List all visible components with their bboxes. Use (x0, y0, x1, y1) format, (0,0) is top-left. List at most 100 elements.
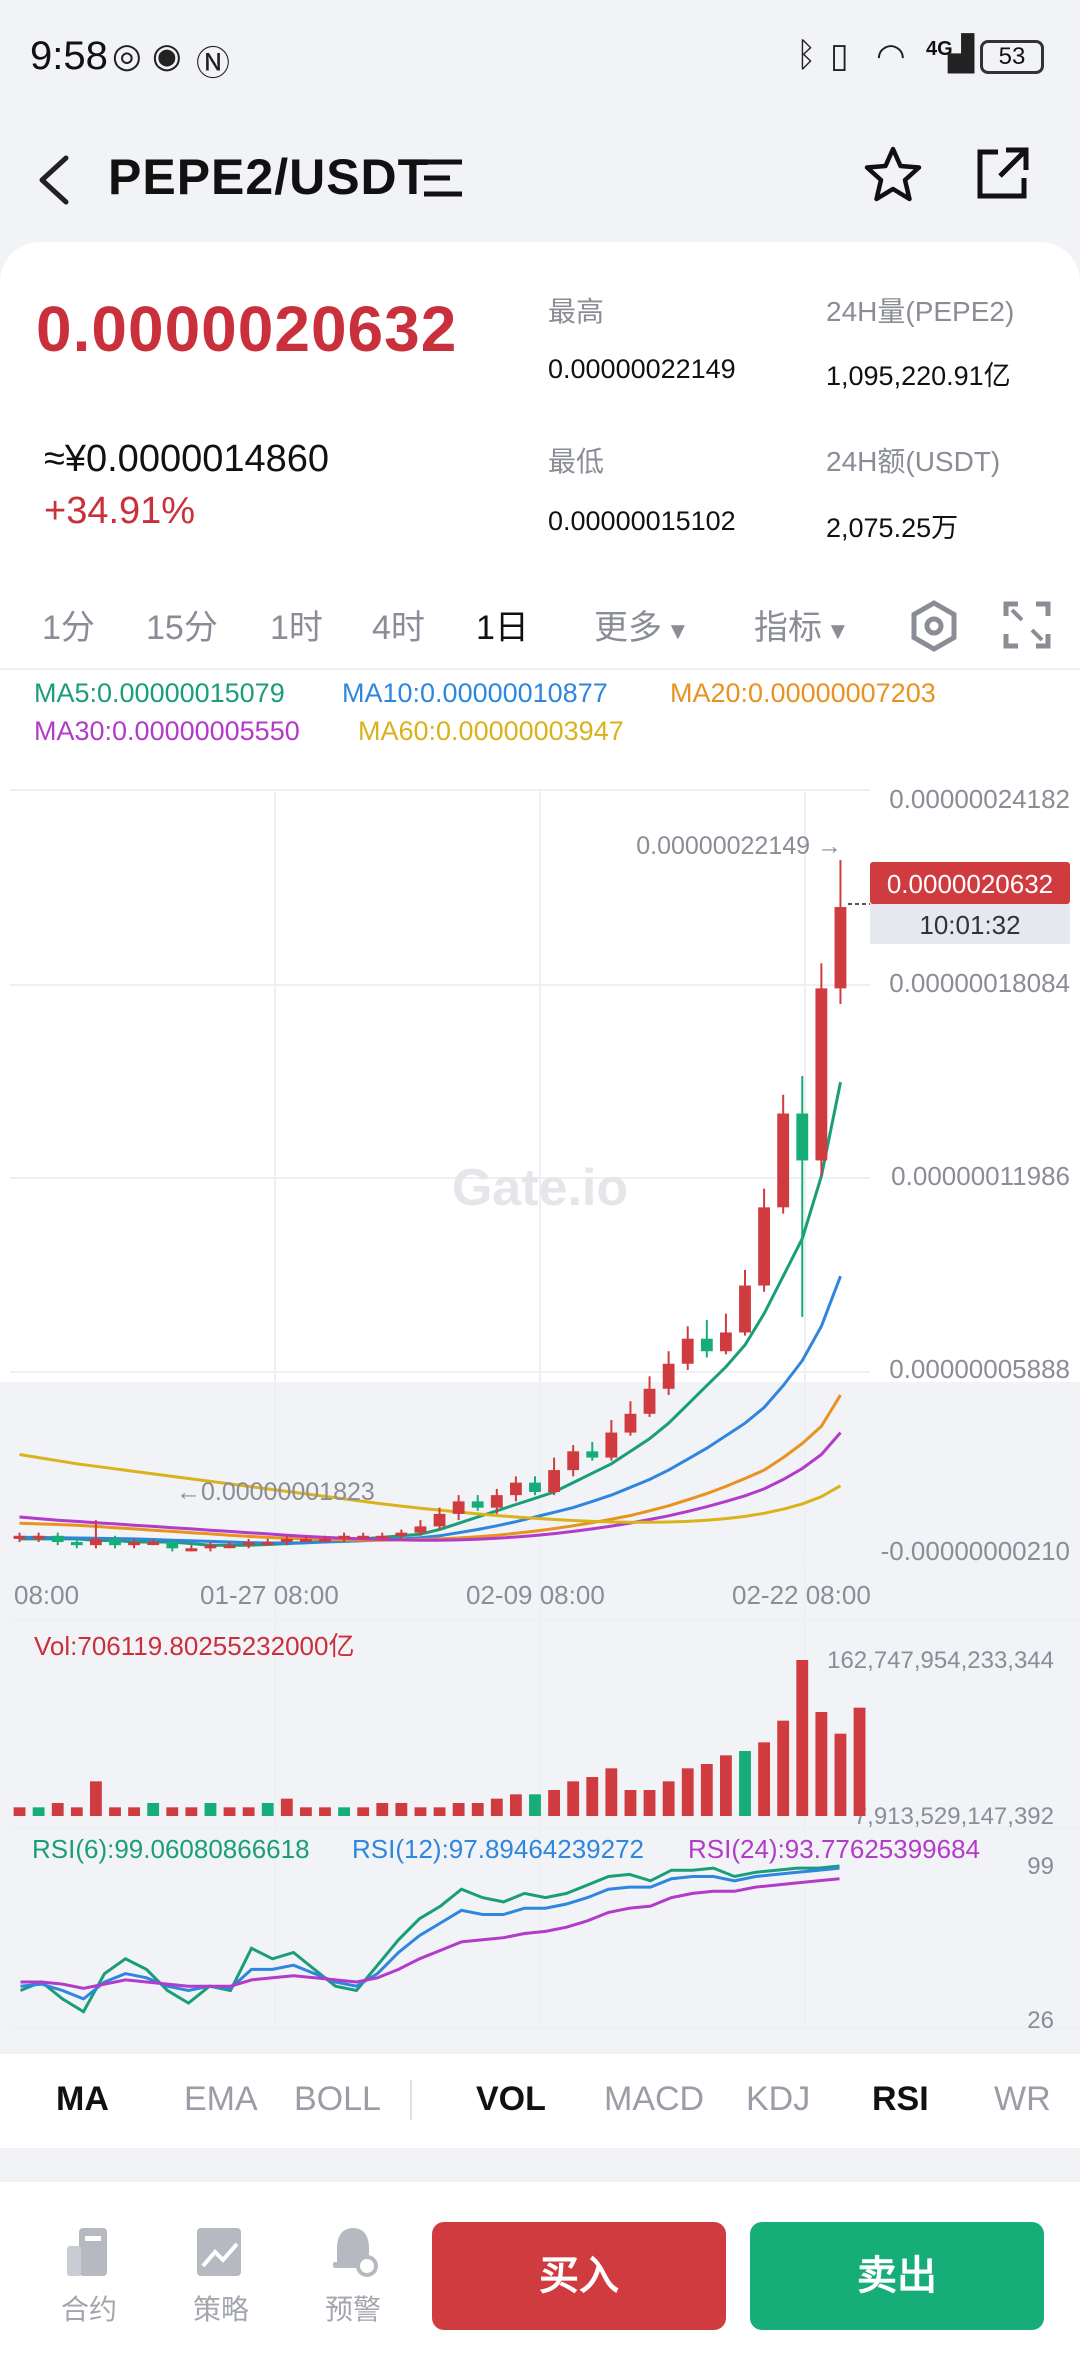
share-icon[interactable] (972, 144, 1032, 204)
candle-body (490, 1495, 503, 1508)
divider (410, 2080, 412, 2120)
volume-bar (758, 1742, 771, 1816)
rsi-lines (19, 1864, 840, 2014)
buy-button[interactable]: 买入 (432, 2222, 726, 2330)
tab-more-label: 更多 (594, 609, 662, 647)
candle-body (357, 1535, 370, 1539)
nav-contract-label: 合约 (60, 2294, 117, 2325)
tab-1day[interactable]: 1日 (476, 609, 529, 647)
ma10-legend: MA10:0.00000010877 (342, 678, 608, 708)
volume-bar (471, 1803, 484, 1816)
ma5-legend: MA5:0.00000015079 (34, 678, 285, 708)
high-value: 0.00000022149 (548, 354, 736, 384)
ind-tab-ema[interactable]: EMA (184, 2080, 258, 2118)
volume-bars (13, 1660, 866, 1816)
pair-switch-icon[interactable] (420, 156, 466, 200)
candle-body (681, 1338, 694, 1364)
candle-body (299, 1538, 312, 1542)
rsi-max-label: 99 (1027, 1853, 1054, 1880)
ind-tab-wr[interactable]: WR (994, 2080, 1051, 2118)
ma5-line (19, 1081, 842, 1547)
change-percent: +34.91% (44, 490, 196, 532)
rsi6-legend: RSI(6):99.06080866618 (32, 1834, 310, 1864)
candle-body (739, 1285, 751, 1333)
settings-hexagon-icon[interactable] (908, 600, 960, 652)
candle-body (109, 1538, 121, 1546)
tab-indicators-label: 指标 (754, 609, 822, 647)
tab-1hour[interactable]: 1时 (270, 609, 323, 647)
x-axis-label: 02-22 08:00 (732, 1580, 871, 1610)
volume-bar (433, 1807, 446, 1816)
candle-body (796, 1113, 809, 1161)
candle-body (338, 1535, 351, 1539)
back-icon[interactable] (30, 150, 78, 210)
candle-body (395, 1532, 408, 1536)
volume-bar (147, 1803, 160, 1816)
ma-lines (19, 1081, 842, 1547)
volume-min-label: 7,913,529,147,392 (854, 1803, 1054, 1830)
candle-body (204, 1545, 217, 1549)
candle-body (815, 988, 828, 1161)
candle-body (700, 1338, 713, 1352)
rsi24-legend: RSI(24):93.77625399684 (688, 1834, 980, 1864)
ma60-legend: MA60:0.00000003947 (358, 716, 624, 746)
strategy-icon (197, 2228, 241, 2276)
candle-body (777, 1113, 790, 1208)
candle-body (223, 1545, 236, 1549)
alert-bell-icon (333, 2228, 378, 2277)
y-axis-label: -0.00000000210 (881, 1536, 1070, 1566)
tab-1min[interactable]: 1分 (42, 609, 95, 647)
sell-button[interactable]: 卖出 (750, 2222, 1044, 2330)
nfc-icon: Ⓝ (196, 45, 230, 83)
y-axis-label: 0.00000005888 (889, 1354, 1070, 1384)
x-axis-label: 01-27 08:00 (200, 1580, 339, 1610)
volume-bar (414, 1807, 427, 1816)
candle-body (452, 1501, 465, 1514)
network-type: 4G (926, 38, 953, 60)
chevron-down-icon: ▼ (826, 618, 850, 645)
status-time: 9:58 (30, 34, 108, 78)
tab-indicators[interactable]: 指标 ▼ (754, 600, 850, 649)
ind-tab-macd[interactable]: MACD (604, 2080, 705, 2118)
candle-body (433, 1513, 446, 1527)
favorite-star-icon[interactable] (862, 144, 924, 206)
ind-tab-boll[interactable]: BOLL (294, 2080, 381, 2118)
pair-title[interactable]: PEPE2/USDT (108, 149, 430, 205)
candle-body (834, 907, 847, 989)
ind-tab-rsi[interactable]: RSI (872, 2080, 929, 2118)
nav-strategy[interactable]: 策略 (176, 2222, 266, 2328)
volume-bar (395, 1803, 408, 1816)
ind-tab-ma[interactable]: MA (56, 2080, 109, 2118)
nav-contract[interactable]: 合约 (44, 2222, 134, 2328)
tab-4hour[interactable]: 4时 (372, 609, 425, 647)
candle-body (624, 1413, 637, 1433)
nav-alert[interactable]: 预警 (308, 2222, 398, 2328)
x-axis-label: 08:00 (14, 1580, 79, 1610)
low-label: 最低 (548, 446, 605, 477)
volume-bar (204, 1803, 217, 1816)
chevron-down-icon: ▼ (666, 618, 690, 645)
candle-body (414, 1526, 427, 1533)
ma30-legend: MA30:0.00000005550 (34, 716, 300, 746)
candle-body (13, 1535, 26, 1539)
volume-bar (700, 1764, 713, 1816)
ind-tab-kdj[interactable]: KDJ (746, 2080, 811, 2118)
volume-bar (834, 1733, 847, 1816)
fullscreen-icon[interactable] (1002, 600, 1052, 650)
candle-body (261, 1542, 274, 1546)
candlestick-chart[interactable]: Gate.io 0.000000241820.000000180840.0000… (0, 780, 1080, 2040)
candle-body (280, 1538, 293, 1543)
volume-bar (357, 1807, 370, 1816)
price-markers: 0.00000022149 → ←0.00000001823 0.0000020… (176, 832, 1070, 1506)
candles (13, 860, 847, 1552)
volume-bar (643, 1790, 656, 1816)
candle-body (319, 1538, 331, 1542)
ind-tab-vol[interactable]: VOL (476, 2080, 546, 2118)
tab-more[interactable]: 更多 ▼ (594, 600, 690, 649)
tab-15min[interactable]: 15分 (146, 609, 218, 647)
volume-bar (223, 1807, 236, 1816)
volume-bar (490, 1798, 503, 1816)
bluetooth-icon: ᛒ (796, 36, 817, 74)
countdown-label: 10:01:32 (919, 910, 1020, 940)
volume-bar (567, 1781, 580, 1816)
